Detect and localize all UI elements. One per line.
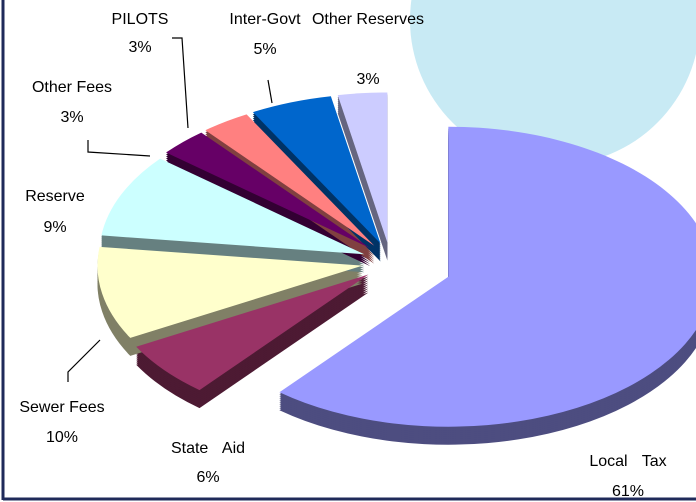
value-label: 5% — [253, 41, 276, 58]
value-label: 6% — [196, 469, 219, 486]
category-label: Sewer Fees — [19, 399, 104, 416]
category-label: State Aid — [171, 440, 245, 457]
slice — [166, 132, 371, 249]
value-label: 9% — [43, 219, 66, 236]
labels: Local Tax 61% State Aid 6% Sewer Fees 10% Rese… — [19, 11, 666, 500]
leader-lines — [67, 37, 273, 382]
slice — [97, 246, 363, 338]
category-label: PILOTS — [112, 11, 169, 28]
slice — [252, 96, 381, 244]
value-label: 3% — [128, 39, 151, 56]
background-circle — [410, 0, 696, 165]
slice — [205, 114, 375, 246]
value-label: 61% — [612, 483, 644, 500]
value-label: 3% — [356, 71, 379, 88]
pie — [97, 92, 696, 445]
value-label: 10% — [46, 429, 78, 446]
category-label: Other Reserves — [312, 11, 424, 28]
slice — [101, 158, 365, 255]
category-label: Local Tax — [589, 453, 666, 470]
slice — [279, 126, 696, 427]
value-label: 3% — [60, 109, 83, 126]
category-label: Other Fees — [32, 79, 112, 96]
category-label: Reserve — [25, 188, 85, 205]
slice — [136, 274, 369, 391]
category-label: Inter-Govt — [229, 11, 301, 28]
slice — [337, 92, 388, 243]
